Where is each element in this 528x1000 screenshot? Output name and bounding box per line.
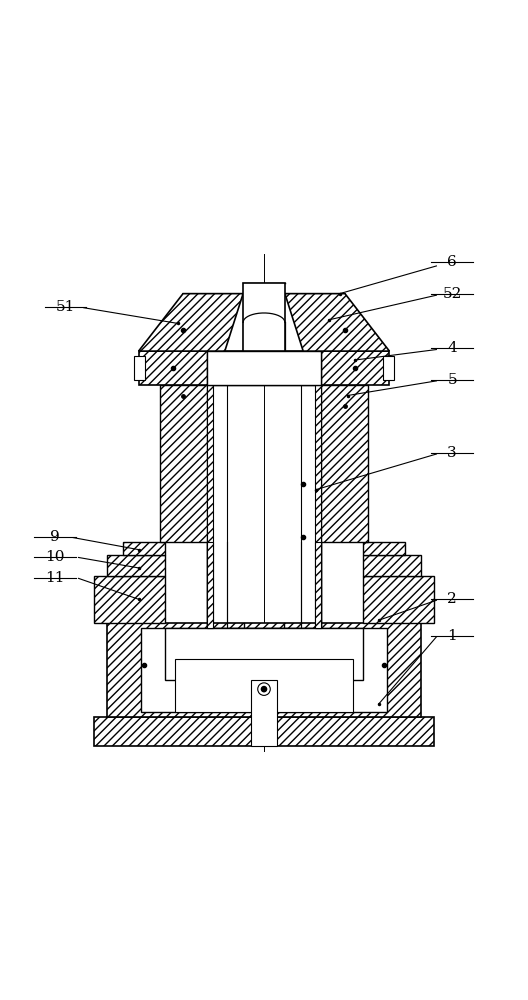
Text: 10: 10 (45, 550, 65, 564)
Bar (175, 659, 353, 712)
Bar (315, 385, 322, 628)
Bar (206, 385, 213, 628)
Bar (363, 542, 405, 555)
Bar (159, 385, 206, 542)
Bar (107, 555, 165, 576)
Bar (322, 385, 369, 542)
Bar (243, 283, 285, 351)
Circle shape (258, 683, 270, 695)
Circle shape (261, 687, 267, 692)
Text: 3: 3 (447, 446, 457, 460)
Text: 2: 2 (447, 592, 457, 606)
Bar (315, 542, 322, 628)
Bar (135, 356, 145, 380)
Bar (94, 576, 165, 623)
Bar (107, 623, 421, 717)
Polygon shape (139, 294, 243, 351)
Text: 1: 1 (447, 629, 457, 643)
Bar (139, 351, 389, 385)
Bar (206, 542, 213, 628)
Text: 5: 5 (447, 373, 457, 387)
Text: 6: 6 (447, 255, 457, 269)
Text: 52: 52 (442, 287, 462, 301)
Bar (206, 351, 322, 385)
Bar (94, 717, 434, 746)
Bar (363, 576, 434, 623)
Bar (383, 356, 393, 380)
Bar (363, 555, 421, 576)
Text: 4: 4 (447, 341, 457, 355)
Bar (123, 542, 165, 555)
Text: 9: 9 (50, 530, 60, 544)
Text: 51: 51 (56, 300, 75, 314)
Text: 11: 11 (45, 571, 65, 585)
Bar (251, 680, 277, 746)
Polygon shape (285, 294, 389, 351)
Bar (165, 628, 363, 680)
Bar (141, 628, 387, 712)
